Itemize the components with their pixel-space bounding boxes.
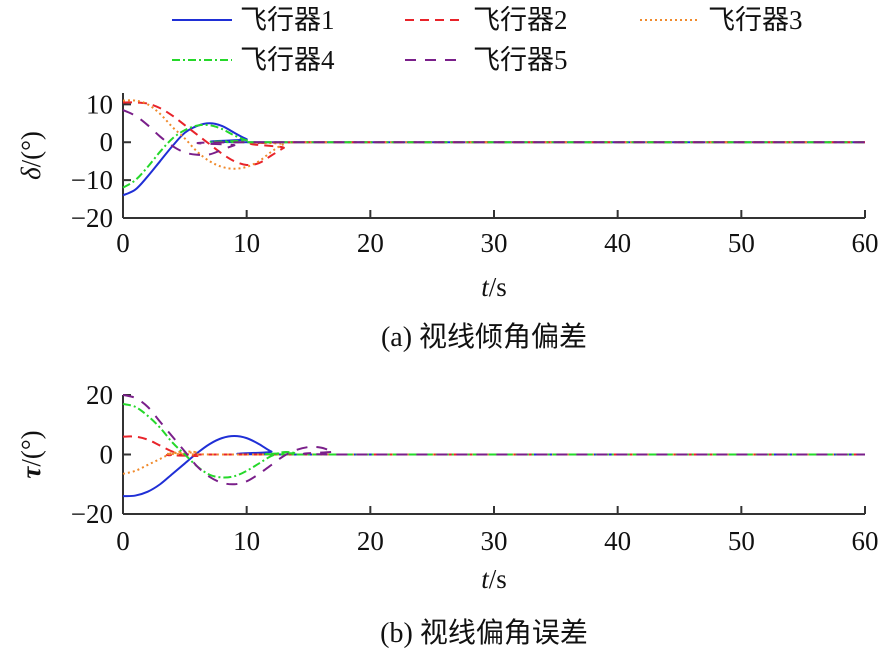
y-axis-symbol: τ xyxy=(16,466,46,479)
x-axis-label: t/s xyxy=(481,272,507,302)
x-tick-label: 20 xyxy=(357,526,384,556)
x-tick-label: 40 xyxy=(604,526,631,556)
x-tick-label: 30 xyxy=(481,526,508,556)
series-line-aircraft-3 xyxy=(122,450,865,475)
series-line-aircraft-5 xyxy=(122,394,865,486)
x-tick-label: 20 xyxy=(357,228,384,258)
x-axis-label: t/s xyxy=(481,564,507,594)
legend-label-1: 飞行器1 xyxy=(240,5,335,35)
y-axis-unit: /(°) xyxy=(16,430,46,466)
x-tick-label: 0 xyxy=(116,526,130,556)
y-tick-label: −10 xyxy=(71,165,113,195)
subfigure-caption: (a) 视线倾角偏差 xyxy=(381,321,587,353)
series-line-aircraft-2 xyxy=(122,101,865,167)
y-axis-label: δ/(°) xyxy=(16,131,46,180)
series-line-aircraft-4 xyxy=(122,123,865,189)
series-line-aircraft-5 xyxy=(122,109,865,156)
legend-label-2: 飞行器2 xyxy=(473,5,568,35)
y-tick-label: 10 xyxy=(86,89,113,119)
x-tick-label: 30 xyxy=(481,228,508,258)
y-axis-unit: /(°) xyxy=(16,131,46,167)
legend-label-4: 飞行器4 xyxy=(240,45,335,75)
y-axis-symbol: δ xyxy=(16,167,46,180)
legend-label-5: 飞行器5 xyxy=(473,45,568,75)
y-tick-label: −20 xyxy=(71,203,113,233)
x-tick-label: 60 xyxy=(852,526,879,556)
x-tick-label: 10 xyxy=(233,228,260,258)
x-tick-label: 10 xyxy=(233,526,260,556)
series-line-aircraft-1 xyxy=(122,435,865,498)
y-tick-label: 0 xyxy=(100,440,114,470)
y-axis-label: τ/(°) xyxy=(16,430,46,478)
legend: 飞行器1 飞行器2 飞行器3 飞行器4 飞行器5 xyxy=(172,5,803,75)
x-axis-symbol: t xyxy=(481,564,490,594)
x-axis-symbol: t xyxy=(481,272,490,302)
series-line-aircraft-2 xyxy=(122,435,865,458)
y-tick-label: −20 xyxy=(71,499,113,529)
x-axis-unit: /s xyxy=(489,564,507,594)
plot-los-inclination-deviation: 0 10 20 30 40 50 60 −20 −10 0 10 δ/(°) t/s (a) 视线倾角偏差 xyxy=(16,89,879,353)
series-line-aircraft-4 xyxy=(122,402,865,479)
y-tick-label: 0 xyxy=(100,127,114,157)
y-tick-label: 20 xyxy=(86,380,113,410)
x-tick-label: 50 xyxy=(728,228,755,258)
x-tick-label: 40 xyxy=(604,228,631,258)
x-tick-label: 60 xyxy=(852,228,879,258)
series-line-aircraft-3 xyxy=(122,99,865,170)
x-tick-label: 50 xyxy=(728,526,755,556)
subfigure-caption: (b) 视线偏角误差 xyxy=(380,617,588,649)
legend-label-3: 飞行器3 xyxy=(708,5,803,35)
series-line-aircraft-1 xyxy=(122,122,865,197)
x-tick-label: 0 xyxy=(116,228,130,258)
x-axis-unit: /s xyxy=(489,272,507,302)
